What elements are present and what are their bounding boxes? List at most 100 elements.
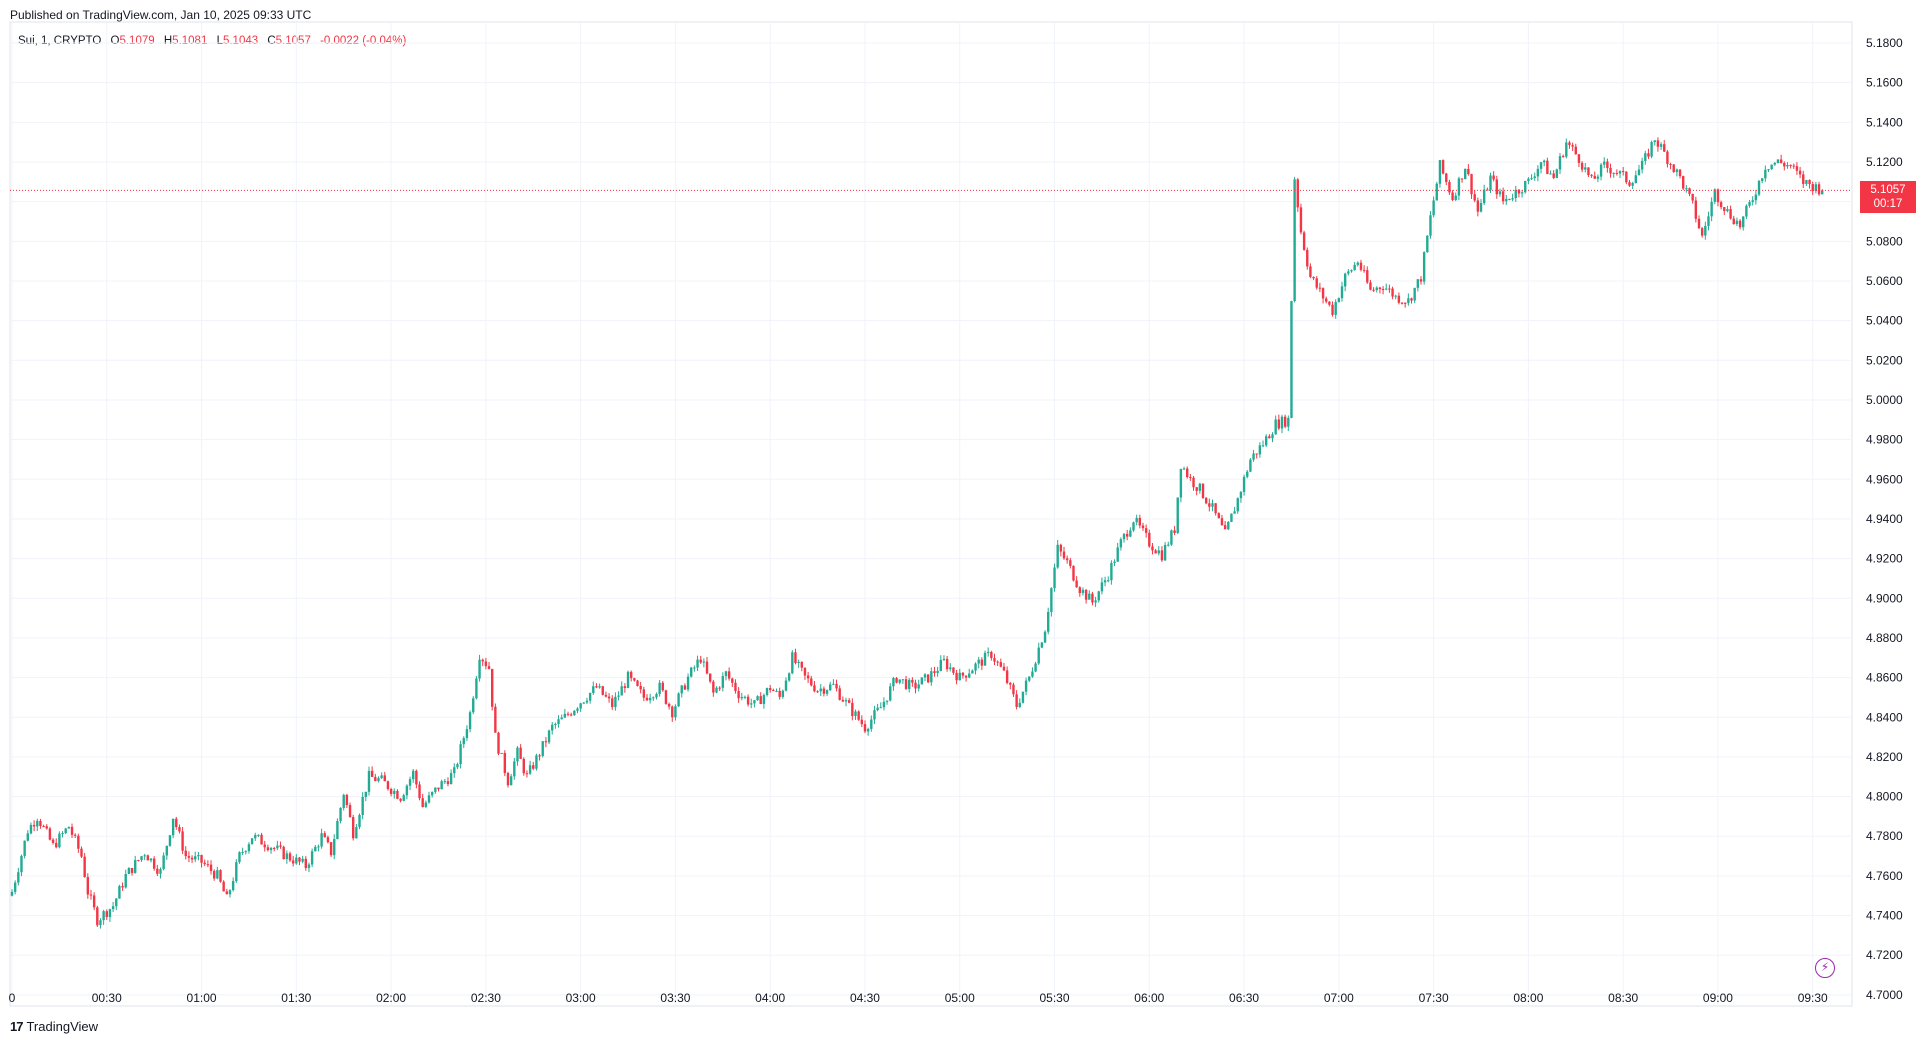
candle-body [351, 817, 355, 839]
candle-body [1704, 225, 1707, 236]
candle-body [36, 820, 39, 827]
candle-body [1637, 169, 1641, 176]
candle-body [146, 855, 150, 861]
candle-body [263, 844, 266, 848]
candle-body [247, 844, 251, 852]
candle-body [206, 864, 210, 866]
candle-body [1160, 550, 1164, 561]
candle-body [784, 680, 788, 691]
candle-body [77, 835, 80, 849]
candle-body [83, 856, 86, 878]
y-tick-label: 5.0400 [1866, 314, 1903, 328]
candle-body [291, 860, 295, 864]
candle-body [92, 895, 96, 908]
candle-body [1154, 550, 1157, 554]
candle-body [1091, 593, 1094, 603]
candle-body [80, 848, 83, 857]
candle-body [1558, 156, 1562, 170]
open-label: O [110, 35, 120, 47]
candle-body [1460, 178, 1464, 180]
candle-body [1138, 517, 1142, 526]
candle-body [939, 659, 942, 671]
x-tick-label: 04:00 [755, 991, 785, 1005]
candle-body [345, 794, 349, 806]
candle-body [1050, 588, 1053, 612]
candle-body [1277, 419, 1281, 429]
candle-body [1536, 168, 1540, 177]
candle-body [1757, 180, 1761, 195]
candle-body [1208, 503, 1211, 507]
candle-body [1539, 162, 1543, 169]
candle-body [1700, 228, 1704, 236]
candle-body [1457, 178, 1461, 196]
candle-body [367, 770, 371, 792]
candle-body [990, 651, 993, 659]
candle-body [1249, 459, 1252, 472]
candle-body [1429, 215, 1432, 236]
candle-body [873, 710, 876, 720]
candle-body [121, 886, 124, 888]
candle-body [579, 703, 582, 709]
candle-body [203, 862, 206, 865]
candle-body [1524, 181, 1527, 193]
change-value: -0.0022 (-0.04%) [320, 35, 407, 47]
candle-body [216, 870, 219, 879]
y-tick-label: 4.7400 [1866, 909, 1903, 923]
candle-body [1031, 671, 1034, 677]
candle-body [184, 850, 187, 857]
x-tick-label: 04:30 [850, 991, 880, 1005]
candle-body [1590, 175, 1593, 177]
candle-body [1271, 434, 1274, 439]
candle-body [1517, 189, 1521, 194]
candle-body [219, 870, 222, 882]
candle-body [1094, 600, 1097, 603]
candle-body [901, 679, 905, 681]
ohlc-legend: Sui, 1, CRYPTO O5.1079 H5.1081 L5.1043 C… [18, 35, 412, 47]
candle-body [168, 835, 172, 846]
candle-body [481, 659, 484, 662]
candle-body [1745, 205, 1748, 217]
candle-body [794, 652, 797, 664]
candle-body [339, 807, 342, 822]
x-tick-label: 05:00 [945, 991, 975, 1005]
candle-body [181, 831, 184, 851]
candle-body [1018, 702, 1021, 707]
candle-body [544, 741, 548, 743]
candle-body [892, 678, 895, 687]
candle-body [1489, 175, 1492, 190]
tradingview-brand[interactable]: 17 TradingView [10, 1019, 98, 1034]
candle-body [222, 881, 225, 892]
candle-body [964, 675, 968, 678]
candle-body [1356, 262, 1360, 265]
lightning-icon[interactable]: ⚡ [1815, 958, 1835, 978]
candle-body [690, 667, 693, 677]
candle-body [582, 702, 586, 704]
candle-body [45, 826, 48, 829]
candle-body [870, 719, 873, 729]
candle-body [1283, 416, 1287, 427]
candle-body [876, 707, 879, 711]
candle-body [475, 678, 478, 699]
y-tick-label: 5.1200 [1866, 155, 1903, 169]
x-tick-label: 08:30 [1608, 991, 1638, 1005]
candle-body [374, 776, 377, 782]
candle-body [165, 845, 168, 856]
candle-body [1814, 184, 1818, 192]
candle-body [1005, 670, 1009, 683]
candle-body [494, 706, 497, 733]
candle-body [1587, 167, 1590, 176]
candle-body [528, 765, 532, 774]
candle-body [629, 671, 633, 679]
x-tick-label: 03:00 [566, 991, 596, 1005]
candle-body [1043, 631, 1047, 643]
candle-body [320, 833, 323, 847]
x-tick-label: 06:00 [1134, 991, 1164, 1005]
candle-body [1492, 175, 1495, 180]
candle-body [639, 685, 642, 690]
x-tick-label: 01:30 [281, 991, 311, 1005]
candle-body [405, 785, 409, 796]
candle-body [1584, 167, 1587, 170]
candle-body [1088, 593, 1091, 600]
candle-body [914, 682, 917, 689]
